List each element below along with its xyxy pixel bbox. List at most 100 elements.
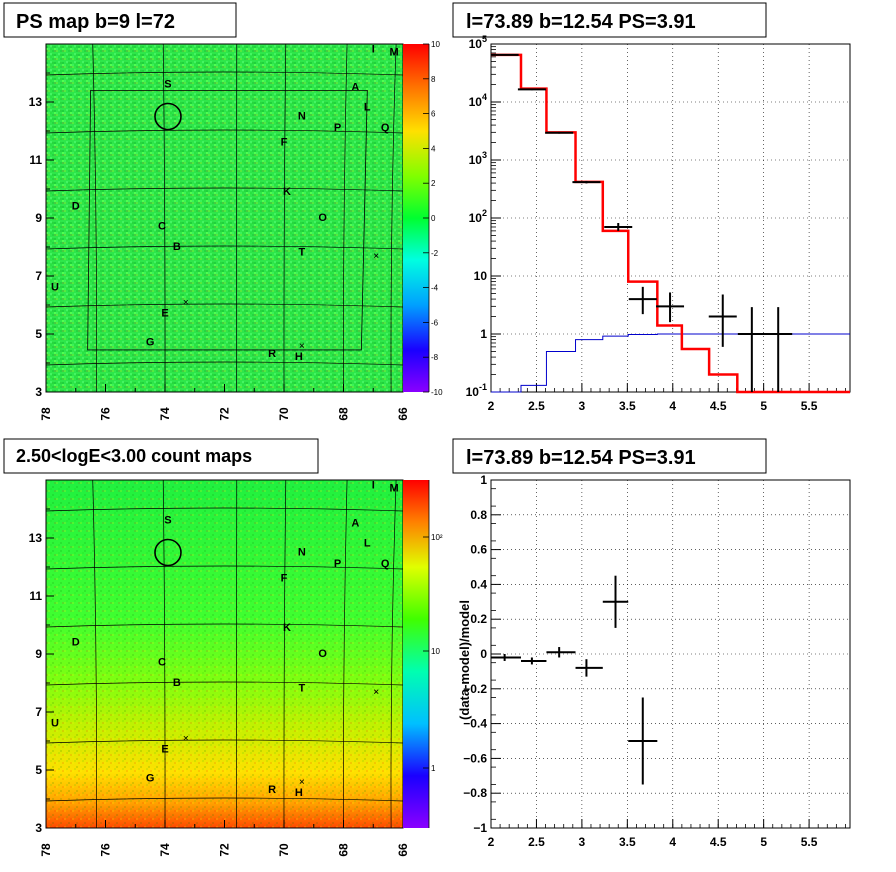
source-label: B: [173, 677, 181, 689]
x-tick-label: 4.5: [710, 835, 727, 849]
source-label: U: [51, 282, 59, 294]
x-tick-label: 74: [158, 407, 172, 421]
source-label: H: [295, 351, 303, 363]
source-label: T: [298, 247, 305, 259]
source-label: Q: [381, 558, 390, 570]
latitude-grid-line: [45, 187, 404, 192]
x-tick-label: 70: [277, 843, 291, 857]
colorbar-tick-label: 4: [431, 144, 436, 153]
colorbar-tick-label: 10: [431, 647, 440, 656]
y-tick-label: 0.6: [470, 543, 487, 557]
source-label: N: [298, 546, 306, 558]
colorbar-tick-label: 10²: [431, 533, 443, 542]
x-tick-label: 5.5: [801, 835, 818, 849]
source-cross-marker: [373, 253, 379, 258]
y-tick-label: 0: [480, 647, 487, 661]
x-tick-label: 66: [396, 843, 410, 857]
source-cross-marker: [373, 689, 379, 694]
latitude-grid-line: [45, 303, 404, 308]
ps-map-title: PS map b=9 l=72: [16, 11, 175, 33]
x-tick-label: 4: [669, 399, 676, 413]
source-label: F: [281, 573, 288, 585]
y-tick-label: 0.8: [470, 508, 487, 522]
longitude-grid-line: [92, 43, 98, 393]
x-tick-label: 4.5: [710, 399, 727, 413]
residual-title: l=73.89 b=12.54 PS=3.91: [466, 447, 696, 469]
source-label: B: [173, 241, 181, 253]
colorbar-tick-label: 2: [431, 179, 436, 188]
latitude-grid-line: [45, 623, 404, 628]
y-tick-label: 9: [35, 211, 42, 225]
latitude-grid-line: [45, 565, 404, 570]
spectrum-title: l=73.89 b=12.54 PS=3.91: [466, 11, 696, 33]
spectrum-title-box: [452, 2, 767, 38]
source-label: I: [372, 44, 375, 56]
source-cross-marker: [183, 735, 189, 741]
y-tick-label: 13: [29, 531, 43, 545]
latitude-grid-line: [45, 797, 404, 802]
x-tick-label: 5: [760, 835, 767, 849]
colorbar-tick-label: 6: [431, 110, 436, 119]
x-tick-label: 2: [488, 835, 495, 849]
y-tick-label: 105: [469, 34, 487, 51]
y-tick-label: −0.4: [463, 717, 487, 731]
y-tick-label: 3: [35, 385, 42, 399]
x-tick-label: 72: [218, 407, 232, 421]
source-label: A: [351, 81, 359, 93]
x-tick-label: 2: [488, 399, 495, 413]
count-map-title-box: [3, 438, 319, 474]
x-tick-label: 76: [99, 407, 113, 421]
y-tick-label: 1: [480, 327, 487, 341]
source-cross-marker: [299, 343, 305, 348]
x-tick-label: 2.5: [528, 399, 545, 413]
source-label: Q: [381, 122, 390, 134]
source-label: M: [389, 483, 398, 495]
latitude-grid-line: [45, 245, 404, 250]
longitude-grid-line: [162, 479, 166, 829]
colorbar-tick-label: -10: [431, 388, 443, 397]
longitude-grid-line: [390, 43, 397, 393]
source-label: D: [72, 200, 80, 212]
y-tick-label: −0.6: [463, 751, 487, 765]
longitude-grid-line: [92, 479, 98, 829]
longitude-grid-line: [343, 43, 348, 393]
count-map-colorbar: [403, 480, 429, 828]
x-tick-label: 72: [218, 843, 232, 857]
y-tick-label: 10-1: [466, 382, 487, 399]
y-tick-label: 9: [35, 647, 42, 661]
colorbar-tick-label: -4: [431, 284, 439, 293]
x-tick-label: 3.5: [619, 835, 636, 849]
y-tick-label: 11: [29, 589, 42, 603]
latitude-grid-line: [45, 681, 404, 686]
source-label: D: [72, 636, 80, 648]
y-tick-label: 1: [480, 473, 487, 487]
ps-map-coordinate-grid: [45, 43, 404, 393]
y-tick-label: 102: [469, 208, 487, 225]
spectrum-panel: l=73.89 b=12.54 PS=3.91 2 2.5 3 3.5 4 4.5 5 5.5…: [452, 2, 851, 413]
count-map-title: 2.50<logE<3.00 count maps: [16, 446, 252, 466]
x-tick-label: 78: [39, 407, 53, 421]
source-label: C: [158, 657, 166, 669]
source-cross-marker: [183, 299, 189, 305]
source-label: P: [334, 122, 341, 134]
analysis-region-outline: [87, 90, 368, 351]
source-label: E: [161, 308, 168, 320]
source-label: K: [283, 186, 291, 198]
y-tick-label: 13: [29, 95, 43, 109]
x-tick-label: 68: [337, 843, 351, 857]
source-label: O: [318, 648, 327, 660]
y-tick-label: 10: [474, 269, 488, 283]
y-tick-label: 0.2: [470, 612, 487, 626]
source-label: G: [146, 773, 155, 785]
residual-title-box: [452, 438, 767, 474]
colorbar-tick-label: -2: [431, 249, 439, 258]
source-label: U: [51, 718, 59, 730]
latitude-grid-line: [45, 129, 404, 134]
x-tick-label: 68: [337, 407, 351, 421]
target-source-circle: [154, 102, 182, 131]
y-tick-label: 5: [35, 327, 42, 341]
source-label: H: [295, 787, 303, 799]
residual-panel: l=73.89 b=12.54 PS=3.91 (data-model)/mod…: [452, 438, 851, 849]
longitude-grid-line: [283, 43, 287, 393]
